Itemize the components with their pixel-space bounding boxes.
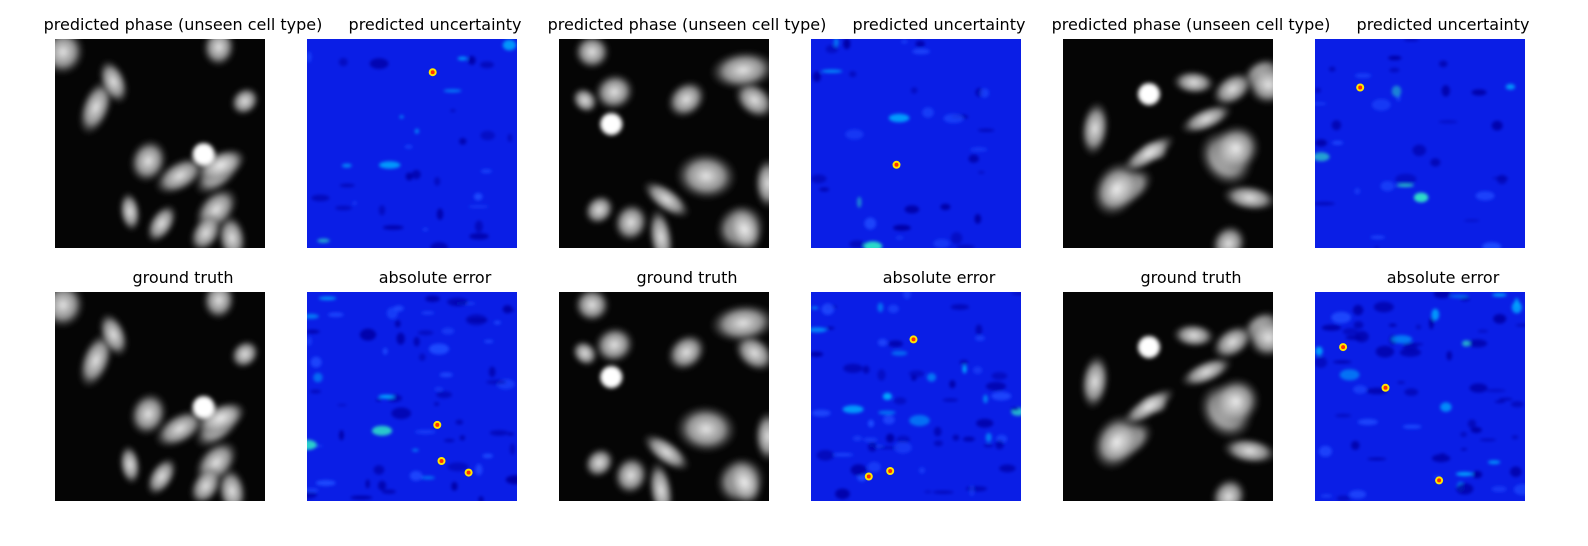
panel-title: predicted uncertainty — [1356, 15, 1530, 34]
panel-title: absolute error — [1386, 268, 1500, 287]
phase-image — [55, 39, 265, 248]
panel-title: ground truth — [132, 268, 234, 287]
panel-title: ground truth — [1140, 268, 1242, 287]
panel-title: absolute error — [882, 268, 996, 287]
panel-title: predicted phase (unseen cell type) — [43, 15, 323, 34]
phase-image — [559, 292, 769, 501]
uncertainty-map — [307, 39, 517, 248]
uncertainty-map — [811, 39, 1021, 248]
error-map — [811, 292, 1021, 501]
panel-title: ground truth — [636, 268, 738, 287]
phase-image — [1063, 292, 1273, 501]
error-map — [1315, 292, 1525, 501]
phase-image — [55, 292, 265, 501]
panel-title: absolute error — [378, 268, 492, 287]
panel-title: predicted uncertainty — [852, 15, 1026, 34]
phase-image — [1063, 39, 1273, 248]
panel-title: predicted phase (unseen cell type) — [547, 15, 827, 34]
panel-title: predicted uncertainty — [348, 15, 522, 34]
error-map — [307, 292, 517, 501]
panel-title: predicted phase (unseen cell type) — [1051, 15, 1331, 34]
uncertainty-map — [1315, 39, 1525, 248]
phase-image — [559, 39, 769, 248]
